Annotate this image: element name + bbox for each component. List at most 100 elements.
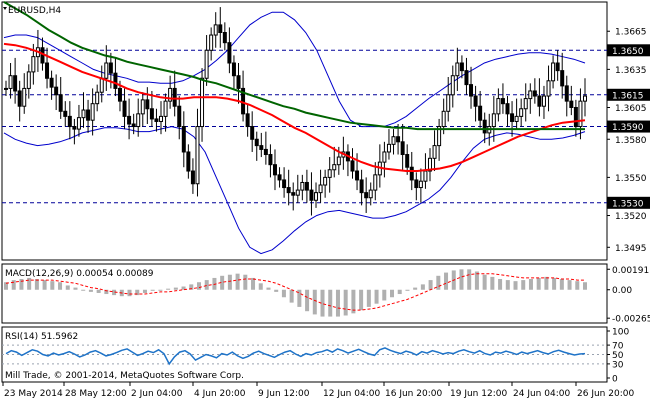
price-bar [241,70,246,122]
macd-bar [173,287,178,290]
chart-menu-arrow-icon[interactable] [3,7,7,10]
macd-bar [575,281,580,290]
price-bar [272,149,277,191]
price-bar [541,85,546,119]
rsi-tick-label-3: 30 [612,360,624,370]
macd-pane-border [1,263,608,324]
price-bar [177,96,182,140]
macd-bar [498,279,503,290]
price-bar [113,57,118,97]
price-bar [149,90,154,127]
price-bar [391,129,396,155]
macd-bar [474,271,479,290]
price-bar [263,131,268,165]
price-bar [377,144,382,188]
macd-bar [96,289,101,293]
price-bar [569,85,574,116]
macd-bar [328,289,333,317]
macd-bar [88,289,93,292]
macd-bar [65,285,70,290]
price-bar [532,78,537,104]
price-tick-label-2: 1.3605 [615,104,647,114]
macd-bar [11,280,16,290]
macd-bar [513,281,518,290]
price-bar [323,169,328,198]
price-bar [213,12,218,48]
time-tick-label-2: 2 Jun 04:00 [131,389,183,399]
price-bar [560,52,565,99]
price-bar [236,63,241,104]
price-pane: 1.3650 1.3615 1.3590 1.3530 1.3665 1.3635 1.36… [1,1,650,261]
price-bar [4,80,8,97]
price-bar [564,75,569,117]
price-bar [364,177,369,213]
macd-bar [181,286,186,290]
macd-bar [559,279,564,290]
price-bar [295,174,300,203]
macd-bar [142,289,147,293]
macd-signal-line [5,273,585,311]
price-bar [104,45,109,91]
macd-bar [351,289,356,314]
price-bar [26,64,31,99]
price-bar [551,55,556,89]
price-bar [136,98,141,137]
time-tick-label-5: 12 Jun 04:00 [323,389,380,399]
price-bar [72,118,77,145]
price-bar [282,167,287,198]
macd-bar [19,279,24,290]
moving-averages [3,1,586,172]
price-bar [181,111,186,168]
price-bar [76,104,81,137]
price-bar [432,130,437,172]
price-bar [218,7,223,48]
rsi-path [5,347,586,366]
price-bar [455,47,460,91]
time-tick-label-0: 23 May 2014 [4,389,63,399]
price-bar [473,85,478,122]
macd-bar [212,277,217,290]
price-bar [537,78,542,117]
macd-bar [297,289,302,307]
macd-bar [58,282,63,290]
macd-bar [536,277,541,290]
macd-bar [50,281,55,290]
price-bar [277,167,282,188]
macd-bar [166,288,171,290]
price-bar [469,66,474,109]
price-bar [332,146,337,178]
price-bar [49,70,54,100]
price-bar [127,98,132,140]
macd-bar [490,276,495,290]
price-bar [17,80,22,122]
price-bar [95,84,100,112]
price-tick-label-1: 1.3635 [615,66,647,76]
macd-bar [235,273,240,290]
ma-fast-line [3,42,586,172]
price-bar [154,108,159,132]
price-bar [250,111,255,152]
price-bar [373,162,378,201]
level-price-box-0 [607,44,650,57]
macd-bar [73,287,78,290]
price-bar [450,65,455,108]
macd-bar [428,280,433,290]
macd-pane: 0.00191 0.00 -0.00265 MACD(12,26,9) 0.0005… [1,263,650,325]
macd-bar [281,289,286,298]
price-bar [459,55,464,79]
price-tick-label-0: 1.3665 [615,28,647,38]
level-price-label-3: 1.3530 [612,199,644,209]
price-bar [573,99,578,137]
price-bar [464,57,469,95]
price-bar [168,75,173,109]
macd-bar [312,289,317,315]
macd-bar [390,289,394,298]
upper-band-line [3,11,586,128]
price-bar [359,169,364,206]
price-bar [209,27,214,61]
price-bar [327,157,332,193]
price-bar [140,92,145,127]
macd-bar [258,283,263,290]
